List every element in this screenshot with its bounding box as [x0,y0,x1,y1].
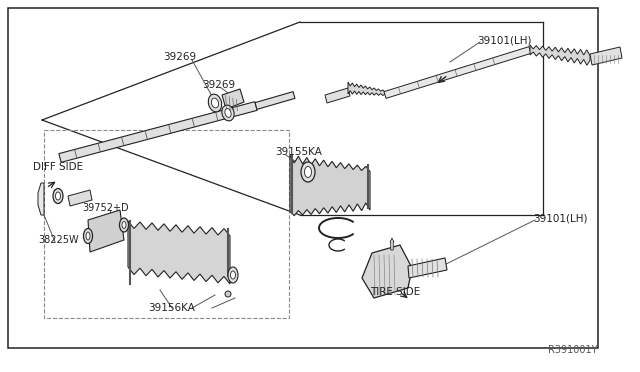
Polygon shape [255,92,295,109]
Polygon shape [348,82,385,96]
Ellipse shape [225,109,231,118]
Text: R391001Y: R391001Y [548,345,598,355]
Polygon shape [128,221,230,284]
Polygon shape [59,102,257,162]
Polygon shape [408,258,447,278]
Ellipse shape [230,271,236,279]
Polygon shape [222,89,244,109]
Ellipse shape [211,98,219,108]
Polygon shape [384,46,531,98]
Ellipse shape [222,105,234,121]
Bar [44,130,289,318]
Text: 39101(LH): 39101(LH) [477,35,531,45]
Ellipse shape [53,189,63,203]
Ellipse shape [56,192,61,200]
Text: 39155KA: 39155KA [275,147,322,157]
Polygon shape [38,183,44,215]
Text: DIFF SIDE: DIFF SIDE [33,162,83,172]
Polygon shape [530,45,590,65]
Text: 39752+D: 39752+D [82,203,129,213]
Text: 39269: 39269 [163,52,196,62]
Ellipse shape [86,232,90,240]
Text: 39156KA: 39156KA [148,303,195,313]
Polygon shape [88,210,124,252]
Text: TIRE SIDE: TIRE SIDE [370,287,420,297]
Text: 39101(LH): 39101(LH) [533,213,588,223]
Polygon shape [325,88,350,103]
Ellipse shape [225,291,231,297]
Polygon shape [362,245,412,298]
Ellipse shape [208,94,221,112]
FancyArrow shape [390,238,394,250]
Text: 38225W: 38225W [38,235,79,245]
Polygon shape [68,190,92,206]
Ellipse shape [83,228,93,244]
Polygon shape [290,155,370,216]
Ellipse shape [301,162,315,182]
Ellipse shape [228,267,238,283]
Text: 39269: 39269 [202,80,235,90]
Ellipse shape [122,221,126,228]
Ellipse shape [305,167,312,177]
Polygon shape [590,47,622,65]
Ellipse shape [120,218,129,232]
